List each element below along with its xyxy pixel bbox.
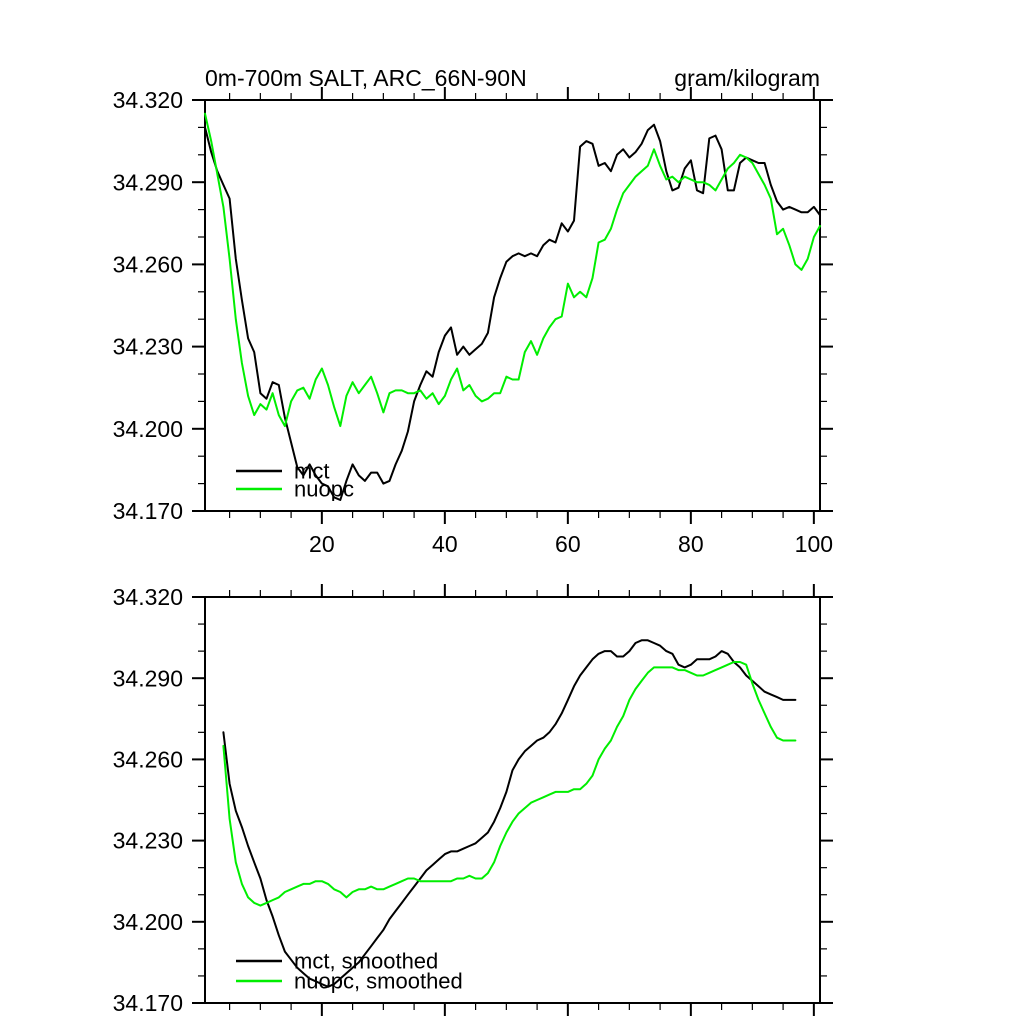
series-line-nuopc — [222, 661, 797, 907]
y-tick-label: 34.200 — [113, 909, 183, 935]
y-tick-label: 34.260 — [113, 746, 183, 772]
legend-label: mct, smoothed — [294, 949, 438, 974]
x-tick-label: 80 — [678, 531, 704, 557]
x-tick-label: 100 — [795, 531, 833, 557]
plot-units-label: gram/kilogram — [674, 65, 820, 91]
plot-frame — [204, 99, 821, 512]
series-line-mct — [222, 639, 797, 988]
x-tick-label: 60 — [555, 531, 581, 557]
legend-label: nuopc — [294, 477, 354, 502]
legend-label: nuopc, smoothed — [294, 969, 463, 994]
y-tick-label: 34.320 — [113, 584, 183, 610]
legend-label: mct — [294, 459, 329, 484]
x-tick-label: 40 — [432, 531, 458, 557]
axis-ticks — [192, 87, 833, 524]
top-plot: 34.170 34.200 34.230 34.260 34.290 34.320 20 40… — [113, 65, 833, 557]
y-tick-label: 34.230 — [113, 334, 183, 360]
y-tick-label: 34.170 — [113, 990, 183, 1016]
y-tick-label: 34.170 — [113, 498, 183, 524]
series-line-mct — [204, 123, 821, 501]
x-tick-label: 20 — [309, 531, 335, 557]
y-tick-label: 34.290 — [113, 665, 183, 691]
y-tick-label: 34.290 — [113, 169, 183, 195]
y-tick-label: 34.230 — [113, 828, 183, 854]
y-tick-label: 34.320 — [113, 87, 183, 113]
series-line-nuopc — [204, 112, 821, 428]
plot-frame — [204, 596, 821, 1004]
plot-title-left: 0m-700m SALT, ARC_66N-90N — [205, 65, 527, 91]
y-tick-label: 34.200 — [113, 416, 183, 442]
y-tick-label: 34.260 — [113, 251, 183, 277]
axis-ticks — [192, 584, 833, 1016]
bottom-plot: 34.170 34.200 34.230 34.260 34.290 34.320 mct,… — [113, 584, 833, 1016]
